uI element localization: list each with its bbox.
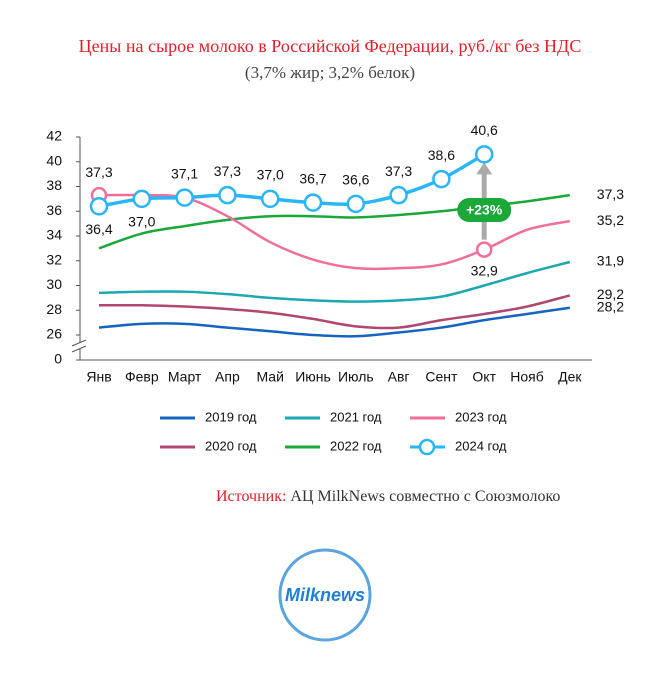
x-tick-label: Февр [125,369,159,385]
axis-break [71,345,87,353]
x-tick-label: Дек [558,369,582,385]
data-label: 37,0 [257,167,284,183]
chart-subtitle: (3,7% жир; 3,2% белок) [245,63,415,82]
data-label: 31,9 [597,253,624,269]
x-tick-label: Апр [215,369,240,385]
x-tick-label: Июль [338,369,374,385]
point-marker [132,189,152,209]
data-label: 37,3 [385,163,412,179]
annotation: +23% [466,202,503,218]
point-marker [474,145,494,164]
logo: Milknews [285,585,365,605]
data-label: 37,3 [597,186,624,202]
legend-label: 2024 год [455,438,507,453]
data-label: 28,2 [597,298,624,314]
data-label: 32,9 [471,262,498,278]
point-marker [303,193,323,212]
legend-label: 2023 год [455,409,507,424]
axis-break [71,339,87,347]
y-tick-label: 26 [46,326,62,342]
legend-label: 2022 год [330,438,382,453]
legend-label: 2020 год [205,438,257,453]
y-tick-label: 28 [46,301,62,317]
point-marker [475,241,493,258]
data-label: 37,3 [85,164,112,180]
x-tick-label: Июнь [295,369,331,385]
point-marker [432,169,451,189]
data-label: 29,2 [597,286,624,302]
series-line [98,260,571,303]
y-tick-label: 40 [46,152,62,168]
annotation-arrowhead [476,162,493,175]
point-marker [218,185,237,205]
data-label: 37,1 [171,165,198,181]
source-label: Источник: [216,488,286,505]
data-label: 35,2 [597,212,624,228]
data-label: 36,4 [85,221,112,237]
x-tick-label: Май [256,369,283,385]
chart-title: Цены на сырое молоко в Российской Федера… [79,36,582,56]
x-tick-label: Нояб [510,369,544,385]
x-tick-label: Авг [388,369,410,385]
point-marker [389,185,408,205]
data-label: 36,7 [299,170,326,186]
source-text: АЦ MilkNews совместно с Союзмолоко [290,488,560,505]
series-line [98,294,571,330]
point-marker [346,194,366,214]
legend-label: 2021 год [330,409,382,424]
y-tick-label: 0 [54,351,62,367]
series-line [98,306,570,338]
data-label: 37,3 [214,163,241,179]
data-label: 38,6 [428,147,455,163]
logo-ring [278,548,372,642]
y-tick-label: 34 [46,227,62,243]
x-tick-label: Сент [425,369,458,385]
legend-marker [418,438,436,456]
y-tick-label: 36 [46,202,62,218]
source: Источник: АЦ MilkNews совместно с Союзмо… [216,488,560,505]
series-line [98,152,486,209]
point-marker [175,188,194,207]
y-tick-label: 32 [46,251,62,267]
y-tick-label: 42 [46,128,62,144]
x-tick-label: Окт [472,369,496,385]
y-tick-label: 30 [46,276,62,292]
x-tick-label: Янв [86,369,111,385]
y-tick-label: 38 [46,177,62,193]
x-tick-label: Март [168,369,202,385]
data-label: 40,6 [471,122,498,138]
annotation-pill [457,198,512,222]
legend-label: 2019 год [205,409,257,424]
point-marker [89,197,109,216]
data-label: 37,0 [128,214,155,230]
data-label: 36,6 [342,172,369,188]
point-marker [260,189,280,209]
axis-break-gap [72,343,88,349]
